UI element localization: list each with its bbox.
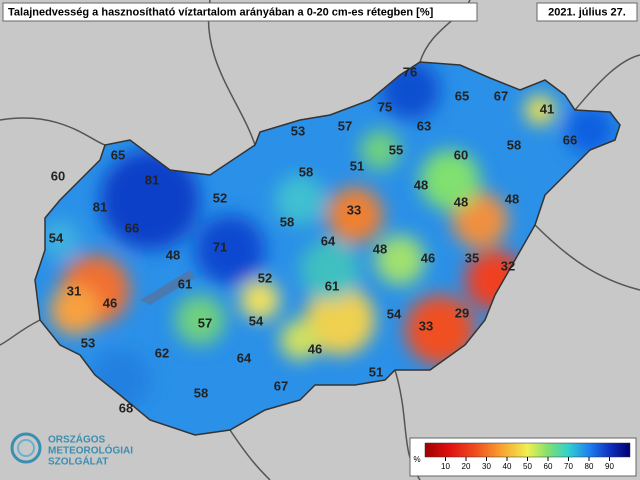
moisture-blob	[175, 295, 225, 345]
station-value: 32	[501, 258, 515, 273]
moisture-blob	[452, 192, 508, 248]
station-value: 54	[387, 306, 402, 321]
moisture-blob	[195, 215, 265, 285]
station-value: 65	[455, 88, 469, 103]
station-value: 48	[505, 191, 519, 206]
legend-tick-label: 20	[462, 462, 471, 471]
legend-tick-label: 90	[605, 462, 614, 471]
station-value: 81	[145, 172, 159, 187]
station-value: 64	[321, 233, 336, 248]
station-value: 54	[49, 230, 64, 245]
logo: ORSZÁGOS METEOROLÓGIAI SZOLGÁLAT	[10, 432, 133, 468]
moisture-blob	[375, 235, 425, 285]
date: 2021. július 27.	[548, 6, 626, 18]
station-value: 29	[455, 305, 469, 320]
station-value: 58	[194, 385, 208, 400]
title-box	[2, 2, 478, 22]
station-value: 46	[421, 250, 435, 265]
station-value: 54	[249, 313, 264, 328]
station-value: 75	[378, 99, 392, 114]
logo-text: METEOROLÓGIAI	[48, 444, 133, 457]
station-value: 58	[280, 214, 294, 229]
station-value: 66	[563, 132, 577, 147]
moisture-blob	[360, 130, 400, 170]
legend-tick-label: 70	[564, 462, 573, 471]
legend-tick-label: 50	[523, 462, 532, 471]
station-value: 53	[81, 335, 95, 350]
station-value: 52	[258, 270, 272, 285]
moisture-blob	[305, 285, 375, 355]
station-value: 71	[213, 239, 227, 254]
station-value: 31	[67, 283, 81, 298]
moisture-blob	[240, 280, 280, 320]
logo-text: ORSZÁGOS	[48, 433, 106, 446]
station-value: 55	[389, 142, 403, 157]
station-value: 53	[291, 123, 305, 138]
station-value: 67	[494, 88, 508, 103]
station-value: 48	[373, 241, 387, 256]
logo-text: SZOLGÁLAT	[48, 455, 108, 468]
station-value: 68	[119, 400, 133, 415]
station-value: 33	[347, 202, 361, 217]
moisture-blob	[525, 95, 555, 125]
moisture-blob	[300, 240, 360, 300]
station-value: 81	[93, 199, 107, 214]
moisture-blob	[327, 187, 383, 243]
station-value: 46	[308, 341, 322, 356]
station-value: 61	[178, 276, 192, 291]
moisture-blob	[50, 285, 100, 335]
station-value: 41	[540, 101, 554, 116]
moisture-blob	[40, 220, 80, 260]
legend-tick-label: 60	[544, 462, 553, 471]
legend-tick-label: 10	[441, 462, 450, 471]
station-value: 58	[507, 137, 521, 152]
station-value: 58	[299, 164, 313, 179]
station-value: 52	[213, 190, 227, 205]
legend-tick-label: 40	[503, 462, 512, 471]
lake-balaton	[140, 270, 195, 305]
station-value: 60	[51, 168, 65, 183]
station-value: 48	[414, 177, 428, 192]
station-value: 46	[103, 295, 117, 310]
moisture-blob	[405, 295, 475, 365]
station-value: 76	[403, 64, 417, 79]
station-value: 65	[111, 147, 125, 162]
station-value: 60	[454, 147, 468, 162]
station-value: 57	[338, 118, 352, 133]
station-value: 66	[125, 220, 139, 235]
station-value: 62	[155, 345, 169, 360]
station-value: 33	[419, 318, 433, 333]
station-value: 57	[198, 315, 212, 330]
station-value: 61	[325, 278, 339, 293]
date-box	[536, 2, 638, 22]
station-value: 51	[350, 158, 364, 173]
moisture-blob	[100, 150, 200, 250]
station-value: 48	[166, 247, 180, 262]
legend-unit: %	[413, 455, 420, 464]
moisture-blob	[420, 150, 480, 210]
station-value: 67	[274, 378, 288, 393]
station-value: 48	[454, 194, 468, 209]
title: Talajnedvesség a hasznosítható víztartal…	[8, 6, 434, 18]
moisture-blob	[275, 175, 325, 225]
station-value: 35	[465, 250, 479, 265]
moisture-blob	[565, 105, 615, 155]
legend-tick-label: 30	[482, 462, 491, 471]
colorbar	[424, 442, 631, 458]
legend-tick-label: 80	[585, 462, 594, 471]
station-value: 63	[417, 118, 431, 133]
moisture-blob	[280, 320, 320, 360]
station-value: 64	[237, 350, 252, 365]
station-value: 51	[369, 364, 383, 379]
